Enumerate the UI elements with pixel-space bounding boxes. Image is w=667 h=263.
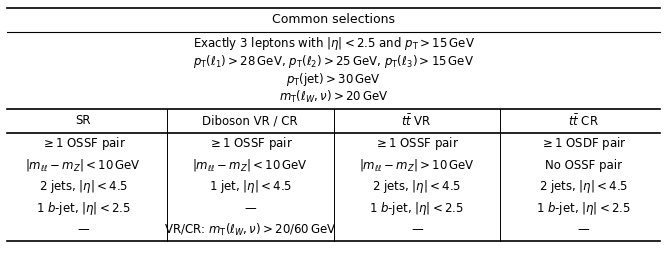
Text: 1 $b$-jet, $|\eta| < 2.5$: 1 $b$-jet, $|\eta| < 2.5$ xyxy=(36,200,131,217)
Text: Common selections: Common selections xyxy=(272,13,395,26)
Text: —: — xyxy=(77,223,89,236)
Text: $m_{\mathrm{T}}(\ell_W, \nu) > 20\,\mathrm{GeV}$: $m_{\mathrm{T}}(\ell_W, \nu) > 20\,\math… xyxy=(279,89,388,105)
Text: $t\bar{t}$ CR: $t\bar{t}$ CR xyxy=(568,113,599,129)
Text: Diboson VR / CR: Diboson VR / CR xyxy=(202,114,298,128)
Text: $t\bar{t}$ VR: $t\bar{t}$ VR xyxy=(402,113,432,129)
Text: 2 jets, $|\eta| < 4.5$: 2 jets, $|\eta| < 4.5$ xyxy=(39,178,128,195)
Text: $|m_{\ell\ell} - m_Z| < 10\,\mathrm{GeV}$: $|m_{\ell\ell} - m_Z| < 10\,\mathrm{GeV}… xyxy=(25,157,141,173)
Text: $p_{\mathrm{T}}(\mathrm{jet}) > 30\,\mathrm{GeV}$: $p_{\mathrm{T}}(\mathrm{jet}) > 30\,\mat… xyxy=(286,71,381,88)
Text: $\geq 1$ OSSF pair: $\geq 1$ OSSF pair xyxy=(374,135,460,152)
Text: $|m_{\ell\ell} - m_Z| > 10\,\mathrm{GeV}$: $|m_{\ell\ell} - m_Z| > 10\,\mathrm{GeV}… xyxy=(359,157,475,173)
Text: 2 jets, $|\eta| < 4.5$: 2 jets, $|\eta| < 4.5$ xyxy=(372,178,462,195)
Text: Exactly 3 leptons with $|\eta| < 2.5$ and $p_{\mathrm{T}} > 15\,\mathrm{GeV}$: Exactly 3 leptons with $|\eta| < 2.5$ an… xyxy=(193,35,474,52)
Text: No OSSF pair: No OSSF pair xyxy=(545,159,622,172)
Text: $p_{\mathrm{T}}(\ell_1) > 28\,\mathrm{GeV}$, $p_{\mathrm{T}}(\ell_2) > 25\,\math: $p_{\mathrm{T}}(\ell_1) > 28\,\mathrm{Ge… xyxy=(193,53,474,70)
Text: 2 jets, $|\eta| < 4.5$: 2 jets, $|\eta| < 4.5$ xyxy=(539,178,628,195)
Text: $\geq 1$ OSSF pair: $\geq 1$ OSSF pair xyxy=(41,135,126,152)
Text: 1 $b$-jet, $|\eta| < 2.5$: 1 $b$-jet, $|\eta| < 2.5$ xyxy=(536,200,631,217)
Text: $\geq 1$ OSSF pair: $\geq 1$ OSSF pair xyxy=(207,135,293,152)
Text: SR: SR xyxy=(75,114,91,128)
Text: $|m_{\ell\ell} - m_Z| < 10\,\mathrm{GeV}$: $|m_{\ell\ell} - m_Z| < 10\,\mathrm{GeV}… xyxy=(192,157,308,173)
Text: —: — xyxy=(244,202,256,215)
Text: —: — xyxy=(411,223,423,236)
Text: 1 $b$-jet, $|\eta| < 2.5$: 1 $b$-jet, $|\eta| < 2.5$ xyxy=(370,200,464,217)
Text: $\geq 1$ OSDF pair: $\geq 1$ OSDF pair xyxy=(540,135,627,152)
Text: —: — xyxy=(578,223,590,236)
Text: 1 jet, $|\eta| < 4.5$: 1 jet, $|\eta| < 4.5$ xyxy=(209,178,291,195)
Text: VR/CR: $m_{\mathrm{T}}(\ell_W, \nu) > 20/60\,\mathrm{GeV}$: VR/CR: $m_{\mathrm{T}}(\ell_W, \nu) > 20… xyxy=(164,222,336,238)
